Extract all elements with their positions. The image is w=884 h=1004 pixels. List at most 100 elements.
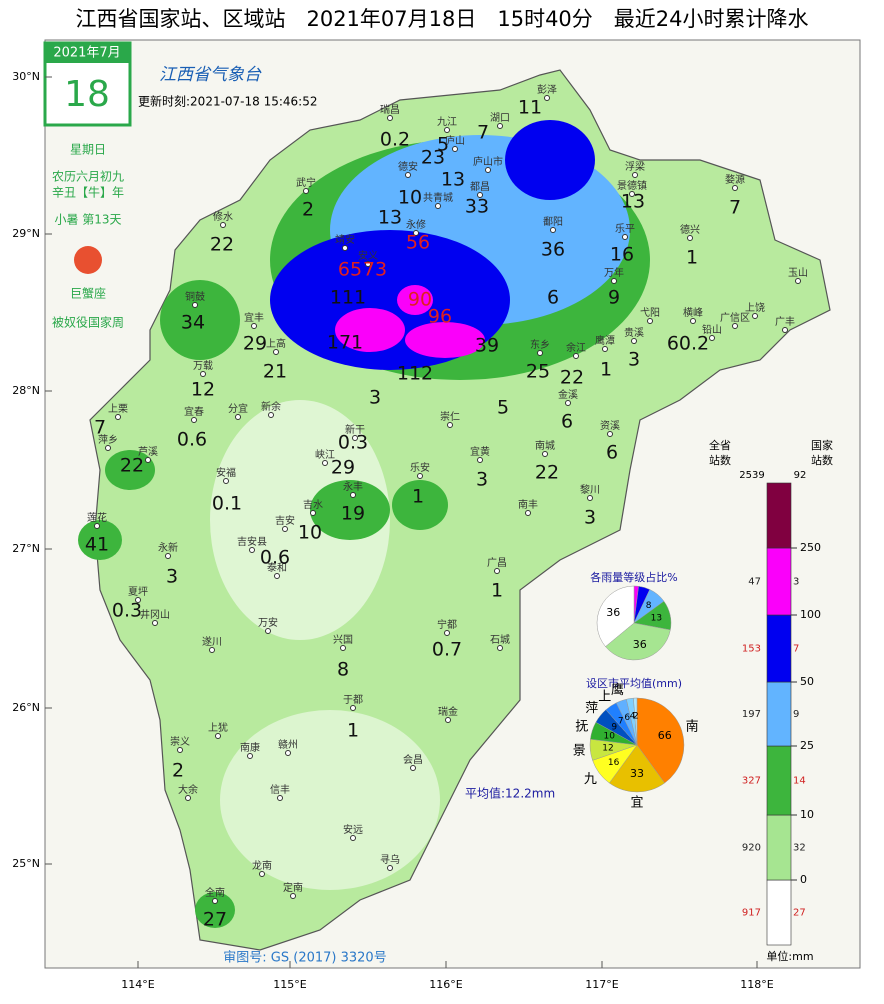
legend-swatch bbox=[766, 745, 792, 816]
pie-value: 10 bbox=[604, 731, 616, 741]
place-name: 南康 bbox=[240, 741, 260, 754]
place-dot bbox=[732, 185, 738, 191]
place-dot bbox=[209, 647, 215, 653]
pie-value: 13 bbox=[651, 613, 662, 623]
province-count: 327 bbox=[742, 776, 761, 787]
place-name: 弋阳 bbox=[640, 306, 660, 319]
place-dot bbox=[417, 473, 423, 479]
place-name: 瑞金 bbox=[438, 705, 458, 718]
zodiac-sign: 巨蟹座 bbox=[70, 286, 106, 301]
legend-unit: 单位:mm bbox=[766, 949, 813, 963]
place-dot bbox=[285, 750, 291, 756]
pie-value: 6 bbox=[624, 713, 630, 723]
place-name: 宜丰 bbox=[244, 311, 264, 324]
weekday: 星期日 bbox=[70, 143, 106, 157]
province-total: 2539 bbox=[739, 470, 764, 481]
station-value: 16 bbox=[610, 244, 634, 266]
place-dot bbox=[602, 346, 608, 352]
average: 平均值:12.2mm bbox=[465, 786, 555, 801]
place-name: 莲花 bbox=[87, 511, 107, 524]
lon-label: 115°E bbox=[273, 978, 306, 991]
place-dot bbox=[477, 457, 483, 463]
station-value: 13 bbox=[621, 191, 645, 213]
place-dot bbox=[235, 414, 241, 420]
place-dot bbox=[191, 417, 197, 423]
place-dot bbox=[477, 192, 483, 198]
place-dot bbox=[135, 597, 141, 603]
place-dot bbox=[607, 431, 613, 437]
place-dot bbox=[340, 645, 346, 651]
place-name: 于都 bbox=[343, 694, 363, 706]
place-name: 宁都 bbox=[437, 618, 457, 631]
place-name: 九江 bbox=[437, 116, 457, 128]
national-count: 27 bbox=[793, 908, 806, 919]
place-name: 全南 bbox=[205, 886, 225, 899]
place-dot bbox=[342, 245, 348, 251]
ganzhi-year: 辛丑【牛】年 bbox=[52, 185, 124, 200]
legend-head: 站数 bbox=[811, 453, 833, 467]
station-value: 5 bbox=[497, 397, 509, 419]
place-dot bbox=[387, 115, 393, 121]
place-dot bbox=[444, 127, 450, 133]
lon-label: 116°E bbox=[429, 978, 462, 991]
place-name: 南丰 bbox=[518, 498, 538, 511]
place-dot bbox=[259, 871, 265, 877]
station-value: 7 bbox=[729, 197, 741, 219]
station-value: 3 bbox=[476, 469, 488, 491]
place-name: 瑞昌 bbox=[380, 104, 400, 116]
legend-head: 站数 bbox=[709, 453, 731, 467]
pie-value: 36 bbox=[633, 638, 647, 651]
station-value: 5 bbox=[437, 134, 449, 156]
station-value: 10 bbox=[298, 522, 322, 544]
place-name: 湖口 bbox=[490, 112, 510, 124]
place-name: 景德镇 bbox=[617, 179, 647, 192]
station-value: 41 bbox=[85, 534, 109, 556]
station-value: 22 bbox=[210, 234, 234, 256]
place-name: 吉水 bbox=[303, 499, 323, 511]
place-name: 庐山市 bbox=[473, 155, 503, 168]
place-name: 靖安 bbox=[335, 233, 355, 246]
place-name: 大余 bbox=[178, 783, 198, 796]
place-name: 资溪 bbox=[600, 420, 620, 432]
place-name: 泰和 bbox=[267, 561, 287, 574]
pie-value: 66 bbox=[658, 729, 672, 742]
place-name: 乐平 bbox=[615, 223, 635, 235]
place-dot bbox=[105, 445, 111, 451]
station-value: 6 bbox=[547, 287, 559, 309]
place-name: 彭泽 bbox=[537, 83, 557, 96]
place-name: 宜黄 bbox=[470, 445, 490, 458]
station-value: 1 bbox=[347, 720, 359, 742]
place-name: 铜鼓 bbox=[185, 290, 205, 303]
place-dot bbox=[152, 620, 158, 626]
station-value: 6 bbox=[561, 411, 573, 433]
place-dot bbox=[544, 95, 550, 101]
national-total: 92 bbox=[794, 470, 807, 481]
station-value: 34 bbox=[181, 312, 205, 334]
place-dot bbox=[573, 353, 579, 359]
station-value: 22 bbox=[535, 462, 559, 484]
place-name: 贵溪 bbox=[624, 326, 644, 339]
station-value: 13 bbox=[378, 207, 402, 229]
station-value: 0.6 bbox=[260, 547, 290, 569]
place-name: 修水 bbox=[213, 210, 233, 223]
place-name: 德安 bbox=[398, 160, 418, 173]
place-dot bbox=[251, 323, 257, 329]
place-name: 万年 bbox=[604, 266, 624, 279]
place-name: 安远 bbox=[343, 823, 363, 836]
place-dot bbox=[220, 222, 226, 228]
place-name: 广丰 bbox=[775, 315, 795, 328]
place-name: 宜春 bbox=[184, 405, 204, 418]
station-value: 0.3 bbox=[112, 600, 142, 622]
update-time: 更新时刻:2021-07-18 15:46:52 bbox=[138, 94, 318, 109]
logo-name: 江西省气象台 bbox=[159, 65, 262, 85]
place-dot bbox=[282, 526, 288, 532]
legend-level: 25 bbox=[800, 739, 814, 752]
pie-category: 景 bbox=[573, 744, 586, 759]
lon-label: 114°E bbox=[121, 978, 154, 991]
station-value: 13 bbox=[441, 169, 465, 191]
place-dot bbox=[177, 747, 183, 753]
station-value: 3 bbox=[166, 566, 178, 588]
pie-title: 各雨量等级占比% bbox=[590, 570, 677, 584]
place-name: 遂川 bbox=[202, 635, 222, 648]
pie-title: 设区市平均值(mm) bbox=[586, 676, 682, 690]
